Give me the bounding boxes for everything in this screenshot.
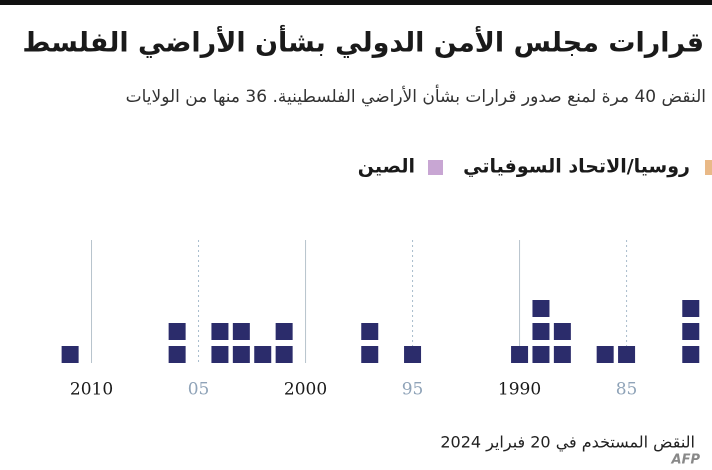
- legend-swatch: [705, 160, 712, 175]
- veto-square: [275, 323, 293, 340]
- x-tick-label: 2010: [70, 380, 113, 400]
- veto-square: [232, 323, 250, 340]
- legend-swatch: [428, 160, 443, 175]
- veto-square: [682, 346, 700, 363]
- veto-square: [361, 323, 379, 340]
- veto-square: [168, 323, 186, 340]
- x-tick-label: 95: [402, 380, 424, 400]
- veto-square: [275, 346, 293, 363]
- veto-square: [532, 300, 550, 317]
- veto-square: [511, 346, 529, 363]
- veto-square: [596, 346, 614, 363]
- veto-square: [618, 346, 636, 363]
- legend-label: الصين: [358, 156, 415, 178]
- veto-square: [211, 323, 229, 340]
- x-tick-label: 1990: [498, 380, 541, 400]
- veto-square: [361, 346, 379, 363]
- veto-square: [404, 346, 422, 363]
- footer: النقض المستخدم في 20 فبراير 2024: [440, 433, 695, 453]
- legend-label: روسيا/الاتحاد السوفياتي: [463, 156, 690, 178]
- veto-square: [532, 346, 550, 363]
- veto-square: [168, 346, 186, 363]
- veto-square: [232, 346, 250, 363]
- top-bar: [0, 0, 712, 5]
- x-tick-label: 85: [616, 380, 638, 400]
- veto-square: [682, 323, 700, 340]
- x-tick-label: 05: [188, 380, 210, 400]
- source-logo: AFP: [671, 453, 701, 468]
- veto-square: [61, 346, 79, 363]
- veto-square: [254, 346, 272, 363]
- x-tick-label: 2000: [284, 380, 327, 400]
- chart-subtitle: النقض 40 مرة لمنع صدور قرارات بشأن الأرا…: [126, 84, 706, 107]
- veto-square: [211, 346, 229, 363]
- veto-square: [682, 300, 700, 317]
- chart-title: قرارات مجلس الأمن الدولي بشأن الأراضي ال…: [22, 25, 704, 59]
- veto-square: [553, 346, 571, 363]
- veto-square: [532, 323, 550, 340]
- veto-square: [553, 323, 571, 340]
